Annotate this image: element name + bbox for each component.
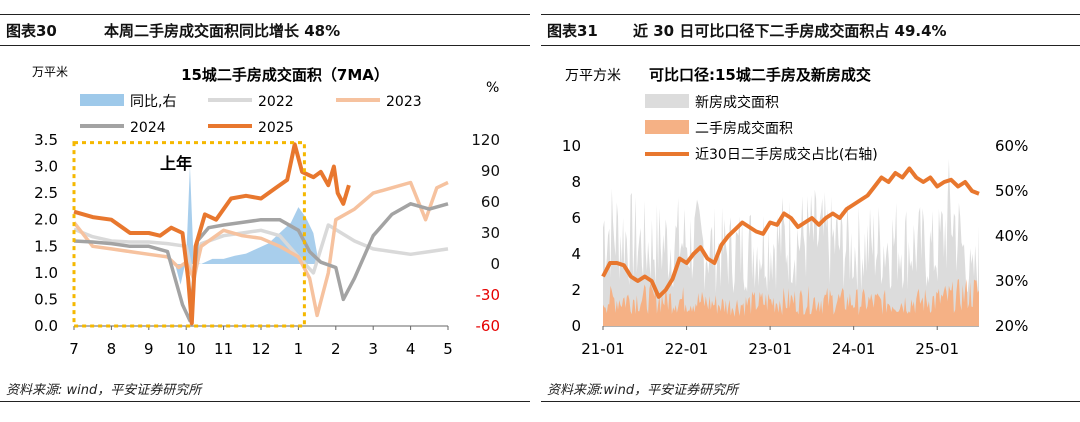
right-x-tick: 23-01 [748,340,792,358]
left-legend-label: 同比,右 [130,94,176,110]
left-footer-line [0,401,530,402]
left-annotation-box [72,141,306,328]
right-y2-tick: 30% [995,272,1028,290]
left-legend-swatch [80,94,124,106]
left-figure-label: 图表30 [6,22,57,40]
right-y-tick: 8 [571,173,581,191]
left-chart-title: 15城二手房成交面积（7MA） [181,66,389,84]
right-legend-label: 二手房成交面积 [695,120,793,137]
left-series-line-2022 [73,223,449,283]
left-annotation-label: 上年 [160,154,192,173]
right-panel: 图表31 近 30 日可比口径下二手房成交面积占 49.4% 万平方米 可比口径:… [541,0,1080,422]
right-series-second-area [603,279,979,326]
right-source-note: 资料来源:wind，平安证券研究所 [547,383,739,398]
right-chart-title: 可比口径:15城二手房及新房成交 [649,66,871,84]
left-y-tick: 2.5 [34,184,58,202]
left-y-tick: 1.5 [34,237,58,255]
right-figure-label: 图表31 [547,22,598,40]
right-series-share-line [601,166,980,299]
right-series-new-area [603,159,979,326]
left-chart: 15城二手房成交面积（7MA） 万平米% 同比,右 2022 2023 2024 2025 0… [32,65,501,358]
right-legend-label: 新房成交面积 [695,94,779,111]
left-x-tick: 12 [251,340,270,358]
left-series-yoy-bars [74,165,318,285]
right-y2-tick: 40% [995,227,1028,245]
left-panel: 图表30 本周二手房成交面积同比增长 48% 15城二手房成交面积（7MA） 万平… [0,0,530,422]
left-legend-label: 2024 [130,120,166,136]
right-y-unit: 万平方米 [565,68,621,84]
left-y-tick: 0.5 [34,290,58,308]
left-y2-tick: 0 [490,255,500,273]
left-x-tick: 5 [443,340,453,358]
left-legend-label: 2025 [258,120,294,136]
left-x-tick: 1 [294,340,304,358]
left-y2-tick: -30 [476,286,501,304]
left-y-tick: 2.0 [34,211,58,229]
left-series-line-2023 [72,180,449,318]
left-y2-tick: 90 [481,162,500,180]
right-y-tick: 2 [571,281,581,299]
left-y-unit: 万平米 [32,65,68,79]
right-header: 图表31 近 30 日可比口径下二手房成交面积占 49.4% [541,14,1080,46]
left-x-tick: 10 [177,340,196,358]
right-y-tick: 0 [571,317,581,335]
right-y-tick: 10 [562,137,581,155]
right-footer-line [541,401,1080,402]
right-x-tick: 24-01 [832,340,876,358]
left-series-line-2024 [73,202,449,323]
left-source-note: 资料来源: wind，平安证券研究所 [6,383,202,398]
left-y-tick: 3.5 [34,131,58,149]
left-x-tick: 9 [144,340,154,358]
left-header: 图表30 本周二手房成交面积同比增长 48% [0,14,530,46]
left-y-tick: 1.0 [34,264,58,282]
left-header-title: 本周二手房成交面积同比增长 48% [104,22,341,40]
left-y-tick: 0.0 [34,317,58,335]
left-legend-label: 2022 [258,94,294,110]
left-y2-tick: -60 [476,317,501,335]
right-legend-swatch [645,120,689,134]
left-y2-unit: % [486,80,499,96]
right-y2-tick: 50% [995,182,1028,200]
right-y-tick: 6 [571,209,581,227]
left-series-line-2025 [73,142,351,326]
left-legend-label: 2023 [386,94,422,110]
left-y-tick: 3.0 [34,158,58,176]
right-legend-label: 近30日二手房成交占比(右轴) [695,146,878,163]
left-x-tick: 2 [331,340,341,358]
left-x-tick: 4 [406,340,416,358]
left-x-tick: 11 [214,340,233,358]
right-y2-tick: 20% [995,317,1028,335]
left-x-tick: 3 [368,340,378,358]
right-y2-tick: 60% [995,137,1028,155]
right-x-tick: 22-01 [665,340,709,358]
right-legend-swatch [645,94,689,108]
right-x-tick: 25-01 [915,340,959,358]
left-x-tick: 7 [69,340,79,358]
right-header-title: 近 30 日可比口径下二手房成交面积占 49.4% [633,22,947,40]
right-x-tick: 21-01 [581,340,625,358]
left-y2-tick: 30 [481,224,500,242]
right-y-tick: 4 [571,245,581,263]
left-y2-tick: 120 [471,131,500,149]
left-y2-tick: 60 [481,193,500,211]
right-chart: 万平方米 可比口径:15城二手房及新房成交新房成交面积二手房成交面积近30日二手房… [562,66,1028,358]
left-x-tick: 8 [107,340,117,358]
